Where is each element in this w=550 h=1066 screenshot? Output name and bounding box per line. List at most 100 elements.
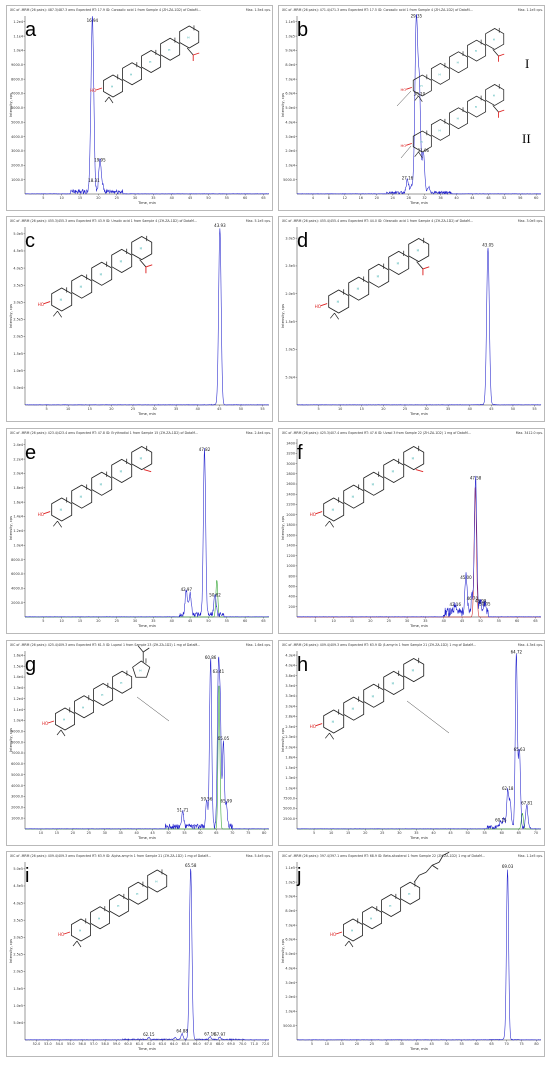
ring-a (323, 497, 345, 522)
side-chain-bond (431, 864, 439, 870)
ring-e (179, 25, 200, 49)
ring-d (160, 37, 181, 61)
y-tick-label: 4.0e4 (285, 120, 295, 124)
stereo-h-label: H (397, 261, 400, 265)
x-tick-label: 65.0 (182, 1042, 190, 1046)
xic-header: XIC of -MRM (26 pairs): 409.4/409.3 amu … (282, 643, 476, 647)
isopropenyl-bond (142, 647, 150, 653)
x-tick-label: 40 (442, 619, 446, 623)
stereo-h-label: H (370, 916, 372, 920)
x-tick-label: 75 (246, 831, 250, 835)
methyl-bond (330, 312, 335, 319)
xic-header: XIC of -MRM (26 pairs): 487.3/487.3 amu … (10, 8, 201, 12)
x-tick-label: 70.0 (239, 1042, 247, 1046)
x-tick-label: 30 (133, 196, 137, 200)
y-tick-label: 2000 (286, 513, 295, 517)
x-tick-label: 5 (318, 407, 320, 411)
methyl-bond (72, 940, 78, 947)
x-tick-label: 50 (239, 407, 243, 411)
x-axis-label: Time, min (137, 1047, 156, 1051)
y-tick-label: 1.5e4 (13, 664, 23, 668)
ring-c (109, 894, 130, 917)
peak-label: 29.35 (411, 14, 423, 19)
y-tick-label: 5000.0 (11, 773, 23, 777)
stereo-h-label: H (80, 285, 83, 289)
methyl-bond (57, 520, 63, 528)
y-tick-label: 1.5e4 (285, 766, 295, 770)
ring-e (485, 28, 505, 50)
stereo-h-label: H (438, 128, 440, 132)
x-tick-label: 52.0 (33, 1042, 41, 1046)
stereo-h-label: H (82, 705, 84, 709)
x-tick-label: 35 (174, 407, 178, 411)
side-chain-bond (432, 861, 440, 866)
x-tick-label: 60.0 (124, 1042, 132, 1046)
ring-d (383, 458, 405, 483)
peak-label: 50.05 (479, 602, 491, 607)
x-tick-label: 48 (486, 196, 490, 200)
x-tick-label: 20 (375, 196, 379, 200)
peak-label: 65.58 (185, 863, 197, 868)
y-axis-label: Intensity, cps (281, 93, 285, 117)
ring-c (93, 683, 114, 706)
x-tick-label: 35 (119, 831, 123, 835)
x-tick-label: 55 (497, 619, 501, 623)
x-tick-label: 35 (400, 1042, 404, 1046)
x-tick-label: 15 (78, 619, 82, 623)
chromatogram-svg-i: XIC of -MRM (26 pairs): 409.4/409.3 amu … (9, 854, 271, 1051)
stereo-h-label: H (101, 693, 103, 697)
ring-c (141, 50, 162, 73)
peak-label: 45.00 (460, 575, 472, 580)
x-tick-label: 30 (397, 831, 401, 835)
pointer-line (400, 145, 412, 159)
x-tick-label: 20 (96, 619, 100, 623)
chromatogram-svg-b: XIC of -MRM (26 pairs): 471.4/471.3 amu … (281, 8, 543, 205)
x-tick-label: 25 (115, 619, 119, 623)
y-tick-label: 1200 (286, 554, 295, 558)
y-tick-label: 4000.0 (11, 784, 23, 788)
panel-letter: i (25, 865, 29, 887)
panel-letter: c (25, 230, 35, 252)
y-tick-label: 2.0e5 (13, 335, 23, 339)
y-tick-label: 8.0e4 (285, 63, 295, 67)
y-tick-label: 2.0e5 (13, 970, 23, 974)
max-intensity-label: Max. 1.1e5 cps. (518, 8, 543, 12)
pointer-line (396, 90, 412, 107)
methyl-bond (329, 732, 335, 740)
x-tick-label: 63.0 (159, 1042, 167, 1046)
x-tick-label: 68.0 (216, 1042, 224, 1046)
y-tick-label: 4.0e5 (13, 266, 23, 270)
y-axis-label: Intensity, cps (281, 516, 285, 540)
x-tick-label: 58.0 (101, 1042, 109, 1046)
y-tick-label: 200 (289, 605, 295, 609)
y-tick-label: 3.8e4 (285, 674, 295, 678)
x-tick-label: 45 (150, 831, 154, 835)
y-tick-label: 400 (289, 595, 295, 599)
methyl-bond (414, 95, 419, 101)
y-tick-label: 5.0e4 (13, 1021, 23, 1025)
x-tick-label: 24 (391, 196, 395, 200)
x-tick-label: 5 (42, 619, 44, 623)
stereo-h-label: H (392, 469, 395, 473)
side-chain-bond (425, 864, 433, 873)
y-tick-label: 2.3e4 (285, 735, 295, 739)
ring-b (343, 484, 365, 509)
y-tick-label: 2.0e5 (285, 292, 295, 296)
methyl-bond (325, 732, 330, 739)
x-tick-label: 45 (489, 407, 493, 411)
methyl-bond (53, 520, 58, 527)
y-tick-label: 9.0e4 (285, 895, 295, 899)
peak-label: 62.15 (143, 1032, 155, 1037)
x-tick-label: 45 (188, 196, 192, 200)
stereo-h-label: H (408, 892, 410, 896)
x-axis-label: Time, min (409, 624, 428, 628)
x-tick-label: 15 (350, 619, 354, 623)
y-tick-label: 7.0e4 (285, 77, 295, 81)
y-tick-label: 4.0e4 (285, 966, 295, 970)
x-tick-label: 25 (387, 619, 391, 623)
chromatogram-panel-g: XIC of -MRM (26 pairs): 425.4/409.3 amu … (6, 640, 273, 846)
ring-a (103, 74, 123, 98)
x-tick-label: 28 (406, 196, 410, 200)
hydroxyl-bond (320, 303, 328, 307)
peak-label: 50.62 (209, 592, 221, 597)
